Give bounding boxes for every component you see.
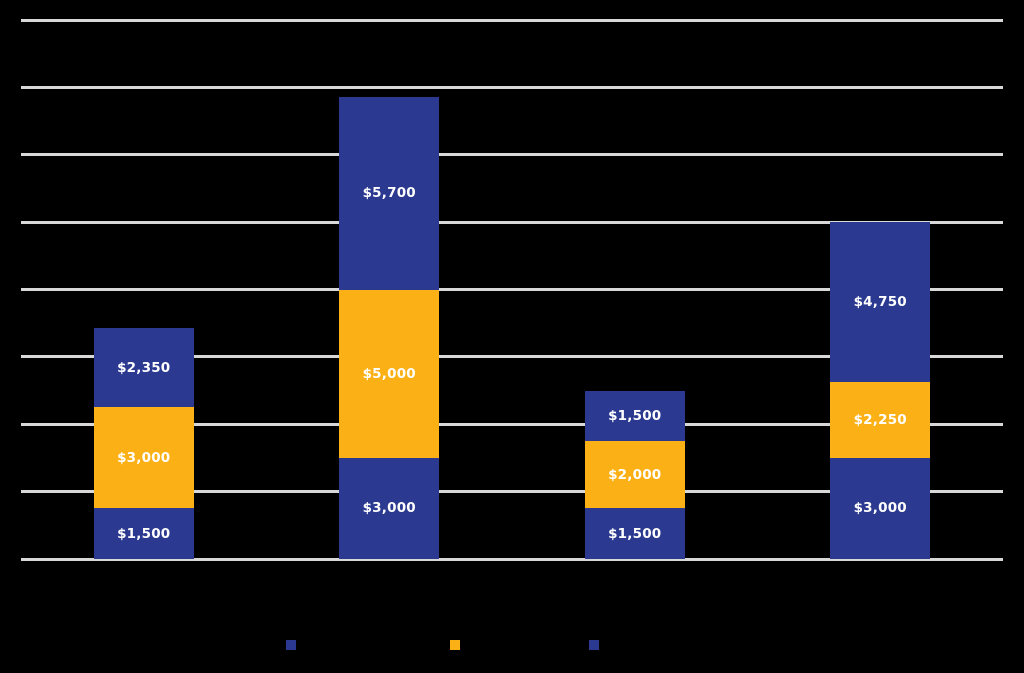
bar-group: $3,000 $5,000 $5,700 [339, 97, 440, 559]
gridline [21, 422, 1003, 426]
gridline [21, 355, 1003, 359]
segment-label: $2,250 [853, 412, 907, 429]
bar-segment: $2,350 [93, 328, 194, 408]
gridline [21, 557, 1003, 561]
segment-label: $1,500 [608, 407, 662, 424]
bar-segment: $1,500 [93, 508, 194, 559]
gridline [21, 18, 1003, 22]
bar-group: $1,500 $2,000 $1,500 [584, 390, 685, 559]
gridline [21, 288, 1003, 291]
segment-label: $4,750 [853, 294, 907, 311]
bar-segment: $1,500 [584, 390, 685, 442]
bar-segment: $5,000 [339, 289, 440, 458]
gridline [21, 85, 1003, 89]
legend-marker [450, 640, 460, 650]
gridline [21, 490, 1003, 494]
segment-label: $5,700 [362, 185, 416, 202]
bar-segment: $5,700 [339, 97, 440, 290]
segment-label: $1,500 [117, 525, 171, 542]
segment-label: $3,000 [853, 500, 907, 517]
bar-segment: $2,250 [830, 382, 931, 458]
bar-segment: $3,000 [339, 457, 440, 559]
bar-segment: $1,500 [584, 508, 685, 559]
gridline [21, 153, 1003, 157]
legend-marker [589, 640, 599, 650]
bar-group: $1,500 $3,000 $2,350 [93, 328, 194, 559]
bar-group: $3,000 $2,250 $4,750 [830, 222, 931, 559]
bar-segment: $2,000 [584, 441, 685, 509]
segment-label: $1,500 [608, 525, 662, 542]
legend-marker [286, 640, 296, 650]
bar-segment: $3,000 [93, 407, 194, 509]
segment-label: $2,350 [117, 359, 171, 376]
gridline [21, 220, 1003, 224]
segment-label: $2,000 [608, 466, 662, 483]
bar-segment: $3,000 [830, 457, 931, 559]
segment-label: $3,000 [117, 449, 171, 466]
segment-label: $5,000 [362, 365, 416, 382]
segment-label: $3,000 [362, 500, 416, 517]
bar-segment: $4,750 [830, 222, 931, 383]
